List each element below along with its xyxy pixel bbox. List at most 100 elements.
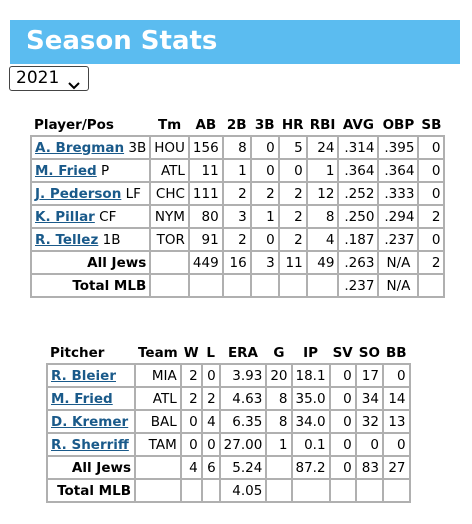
- player-cell: A. Bregman 3B: [29, 135, 152, 160]
- ab-cell: 156: [187, 135, 224, 160]
- all-jews-row: All Jews 449 16 3 11 49 .263 N/A 2: [29, 250, 446, 275]
- team-cell: BAL: [134, 409, 182, 434]
- avg-cell: .187: [337, 227, 380, 252]
- w-cell: 2: [179, 363, 203, 388]
- col-hr: HR: [281, 116, 304, 133]
- empty-cell: [221, 273, 252, 298]
- player-cell: R. Tellez 1B: [29, 227, 152, 252]
- player-pos: 3B: [128, 139, 147, 156]
- ip-cell: 18.1: [290, 363, 331, 388]
- page-header: Season Stats: [10, 20, 460, 64]
- empty-cell: [381, 478, 411, 503]
- col-sv: SV: [332, 344, 353, 361]
- bb-cell: 13: [381, 409, 411, 434]
- pitcher-link[interactable]: R. Sherriff: [51, 436, 129, 453]
- avg-cell: .314: [337, 135, 380, 160]
- col-avg: AVG: [342, 116, 374, 133]
- obp-cell: N/A: [377, 273, 420, 298]
- year-select[interactable]: 2021: [9, 66, 89, 91]
- total-mlb-row: Total MLB .237 N/A: [29, 273, 446, 298]
- hr-cell: 2: [277, 227, 308, 252]
- rbi-cell: 24: [305, 135, 340, 160]
- table-row: J. Pederson LF CHC 111 2 2 2 12 .252 .33…: [29, 181, 446, 206]
- g-cell: 1: [265, 432, 293, 457]
- l-cell: 2: [200, 386, 221, 411]
- bb-cell: 27: [381, 455, 411, 480]
- player-link[interactable]: K. Pillar: [35, 208, 95, 225]
- hr-cell: 2: [277, 204, 308, 229]
- bb-cell: 0: [381, 432, 411, 457]
- avg-cell: .237: [337, 273, 380, 298]
- empty-cell: [265, 478, 293, 503]
- triples-cell: 3: [249, 250, 280, 275]
- hr-cell: 11: [277, 250, 308, 275]
- l-cell: 6: [200, 455, 221, 480]
- team-cell: [149, 250, 190, 275]
- empty-cell: [265, 455, 293, 480]
- rbi-cell: 1: [305, 158, 340, 183]
- table-row: A. Bregman 3B HOU 156 8 0 5 24 .314 .395…: [29, 135, 446, 160]
- table-row: R. Sherriff TAM 0 0 27.00 1 0.1 0 0 0: [46, 432, 411, 457]
- pitcher-link[interactable]: R. Bleier: [51, 367, 116, 384]
- team-cell: TOR: [149, 227, 190, 252]
- pitcher-cell: D. Kremer: [46, 409, 136, 434]
- team-cell: NYM: [149, 204, 190, 229]
- era-cell: 27.00: [218, 432, 268, 457]
- player-link[interactable]: R. Tellez: [35, 231, 99, 248]
- avg-cell: .263: [337, 250, 380, 275]
- col-l: L: [206, 344, 215, 361]
- rbi-cell: 49: [305, 250, 340, 275]
- era-cell: 4.05: [218, 478, 268, 503]
- team-cell: ATL: [134, 386, 182, 411]
- col-player-pos: Player/Pos: [34, 116, 114, 133]
- sv-cell: 0: [328, 432, 357, 457]
- col-obp: OBP: [382, 116, 415, 133]
- empty-cell: [277, 273, 308, 298]
- obp-cell: N/A: [377, 250, 420, 275]
- w-cell: 0: [179, 432, 203, 457]
- avg-cell: .252: [337, 181, 380, 206]
- era-cell: 5.24: [218, 455, 268, 480]
- empty-cell: [149, 273, 190, 298]
- player-link[interactable]: A. Bregman: [35, 139, 125, 156]
- ab-cell: 11: [187, 158, 224, 183]
- avg-cell: .364: [337, 158, 380, 183]
- sv-cell: 0: [328, 409, 357, 434]
- g-cell: 8: [265, 386, 293, 411]
- w-cell: 0: [179, 409, 203, 434]
- col-3b: 3B: [254, 116, 275, 133]
- sb-cell: 2: [417, 250, 446, 275]
- all-jews-label: All Jews: [29, 250, 152, 275]
- table-row: M. Fried P ATL 11 1 0 0 1 .364 .364 0: [29, 158, 446, 183]
- w-cell: 2: [179, 386, 203, 411]
- obp-cell: .364: [377, 158, 420, 183]
- player-pos: LF: [125, 185, 141, 202]
- total-mlb-label: Total MLB: [29, 273, 152, 298]
- era-cell: 4.63: [218, 386, 268, 411]
- doubles-cell: 8: [221, 135, 252, 160]
- empty-cell: [305, 273, 340, 298]
- so-cell: 17: [354, 363, 384, 388]
- player-pos: 1B: [102, 231, 121, 248]
- col-rbi: RBI: [309, 116, 336, 133]
- player-cell: J. Pederson LF: [29, 181, 152, 206]
- pitcher-cell: R. Bleier: [46, 363, 136, 388]
- doubles-cell: 2: [221, 227, 252, 252]
- ip-cell: 0.1: [290, 432, 331, 457]
- table-row: M. Fried ATL 2 2 4.63 8 35.0 0 34 14: [46, 386, 411, 411]
- obp-cell: .395: [377, 135, 420, 160]
- l-cell: 0: [200, 363, 221, 388]
- ip-cell: 87.2: [290, 455, 331, 480]
- col-era: ERA: [227, 344, 259, 361]
- hr-cell: 5: [277, 135, 308, 160]
- col-2b: 2B: [226, 116, 247, 133]
- bb-cell: 14: [381, 386, 411, 411]
- pitcher-link[interactable]: D. Kremer: [51, 413, 129, 430]
- pitcher-link[interactable]: M. Fried: [51, 390, 113, 407]
- player-link[interactable]: J. Pederson: [35, 185, 122, 202]
- sv-cell: 0: [328, 455, 357, 480]
- player-link[interactable]: M. Fried: [35, 162, 97, 179]
- so-cell: 83: [354, 455, 384, 480]
- ab-cell: 111: [187, 181, 224, 206]
- sb-cell: 0: [417, 227, 446, 252]
